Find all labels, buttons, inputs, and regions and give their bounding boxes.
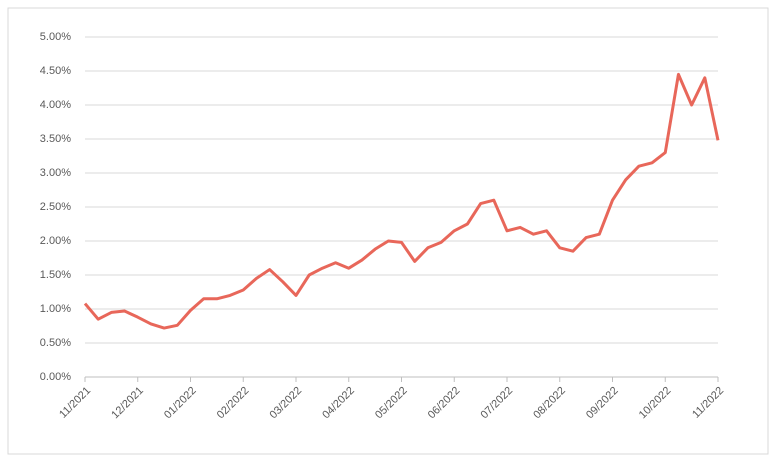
- y-tick-label: 3.00%: [40, 167, 71, 179]
- y-tick-label: 5.00%: [40, 31, 71, 43]
- chart-frame: [7, 7, 769, 455]
- y-tick-label: 0.00%: [40, 371, 71, 383]
- y-tick-label: 1.00%: [40, 303, 71, 315]
- y-tick-label: 0.50%: [40, 337, 71, 349]
- y-tick-label: 4.50%: [40, 65, 71, 77]
- y-tick-label: 1.50%: [40, 269, 71, 281]
- y-tick-label: 3.50%: [40, 133, 71, 145]
- data-line: [83, 72, 720, 330]
- y-tick-label: 4.00%: [40, 99, 71, 111]
- y-tick-label: 2.00%: [40, 235, 71, 247]
- y-tick-label: 2.50%: [40, 201, 71, 213]
